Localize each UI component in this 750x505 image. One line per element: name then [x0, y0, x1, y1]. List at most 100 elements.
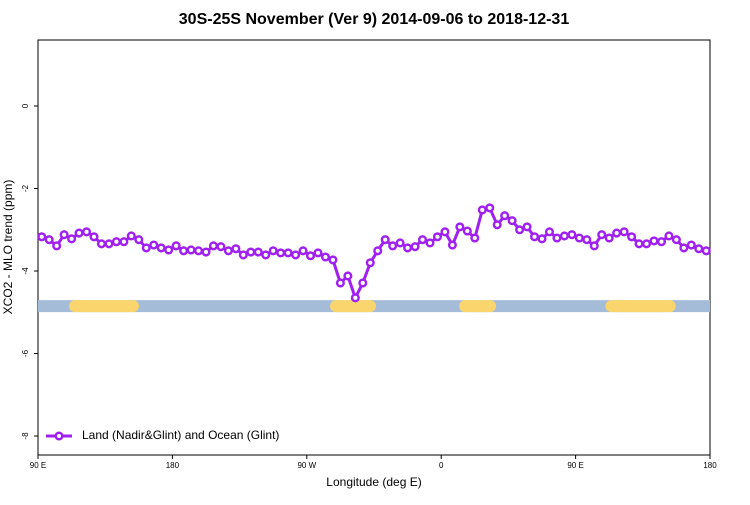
point — [343, 271, 353, 281]
point — [261, 250, 271, 260]
point — [574, 233, 584, 243]
point — [111, 237, 121, 247]
point — [193, 246, 204, 256]
point — [52, 241, 62, 251]
point — [559, 231, 569, 241]
point — [612, 228, 622, 238]
point — [619, 227, 629, 237]
point — [216, 242, 226, 252]
point — [537, 234, 547, 244]
x-tick-label: 0 — [439, 461, 444, 470]
point — [656, 237, 667, 247]
point — [552, 233, 562, 243]
x-tick-label: 180 — [166, 461, 180, 470]
point — [96, 239, 107, 249]
point — [388, 241, 398, 251]
y-tick-label: -4 — [21, 267, 30, 275]
point — [37, 232, 47, 242]
point — [432, 232, 443, 242]
point — [134, 235, 144, 245]
point — [156, 243, 166, 253]
point — [410, 242, 420, 252]
point — [119, 237, 129, 247]
point — [328, 255, 338, 265]
point — [589, 241, 599, 251]
point — [81, 227, 92, 237]
point — [440, 227, 450, 237]
point — [395, 238, 405, 248]
point — [567, 230, 577, 240]
point — [529, 232, 540, 242]
point — [641, 239, 652, 249]
point — [522, 222, 532, 232]
point — [365, 258, 375, 268]
legend-label: Land (Nadir&Glint) and Ocean (Glint) — [82, 428, 279, 442]
legend-marker — [54, 431, 64, 441]
point — [373, 246, 383, 256]
point — [671, 235, 681, 245]
point — [171, 241, 181, 251]
y-axis-label: XCO2 - MLO trend (ppm) — [1, 180, 15, 315]
point — [604, 233, 614, 243]
plot-frame — [37, 39, 711, 456]
point — [544, 227, 555, 237]
point — [141, 243, 151, 253]
point — [485, 203, 495, 213]
point — [67, 234, 77, 244]
point — [470, 233, 480, 243]
point — [701, 246, 711, 256]
point — [276, 248, 286, 258]
point — [283, 248, 293, 258]
point — [403, 243, 413, 253]
y-tick-label: -8 — [21, 432, 30, 440]
point — [320, 252, 331, 262]
point — [425, 238, 435, 248]
point — [59, 230, 69, 240]
chart-title: 30S-25S November (Ver 9) 2014-09-06 to 2… — [179, 11, 570, 28]
point — [223, 246, 233, 256]
point — [291, 250, 301, 260]
x-tick-label: 90 E — [30, 461, 46, 470]
point — [246, 247, 256, 257]
y-tick-label: -6 — [21, 349, 30, 357]
point — [679, 243, 689, 253]
point — [186, 245, 196, 255]
point — [634, 239, 644, 249]
point — [305, 251, 316, 261]
point — [477, 205, 487, 215]
point — [104, 239, 114, 249]
point — [686, 240, 696, 250]
point — [201, 247, 211, 257]
point — [268, 246, 278, 256]
y-tick-label: 0 — [21, 103, 30, 108]
point — [380, 235, 390, 245]
x-tick-label: 180 — [703, 461, 717, 470]
point — [238, 250, 248, 260]
x-axis-label: Longitude (deg E) — [326, 475, 421, 489]
point — [455, 222, 465, 232]
point — [649, 236, 659, 246]
point — [313, 248, 323, 258]
point — [350, 293, 360, 303]
point — [582, 235, 592, 245]
point — [74, 228, 84, 238]
x-tick-label: 90 W — [297, 461, 316, 470]
point — [358, 278, 368, 288]
point — [492, 220, 502, 230]
point — [231, 244, 241, 254]
point — [515, 225, 525, 235]
point — [597, 230, 607, 240]
point — [462, 226, 472, 236]
point — [164, 245, 174, 255]
point — [335, 278, 345, 288]
point — [500, 211, 510, 221]
point — [447, 240, 457, 250]
point — [694, 244, 704, 254]
y-tick-label: -2 — [21, 184, 30, 192]
point — [507, 216, 517, 226]
point — [664, 231, 674, 241]
point — [417, 235, 428, 245]
point — [179, 246, 189, 256]
point — [208, 241, 219, 251]
